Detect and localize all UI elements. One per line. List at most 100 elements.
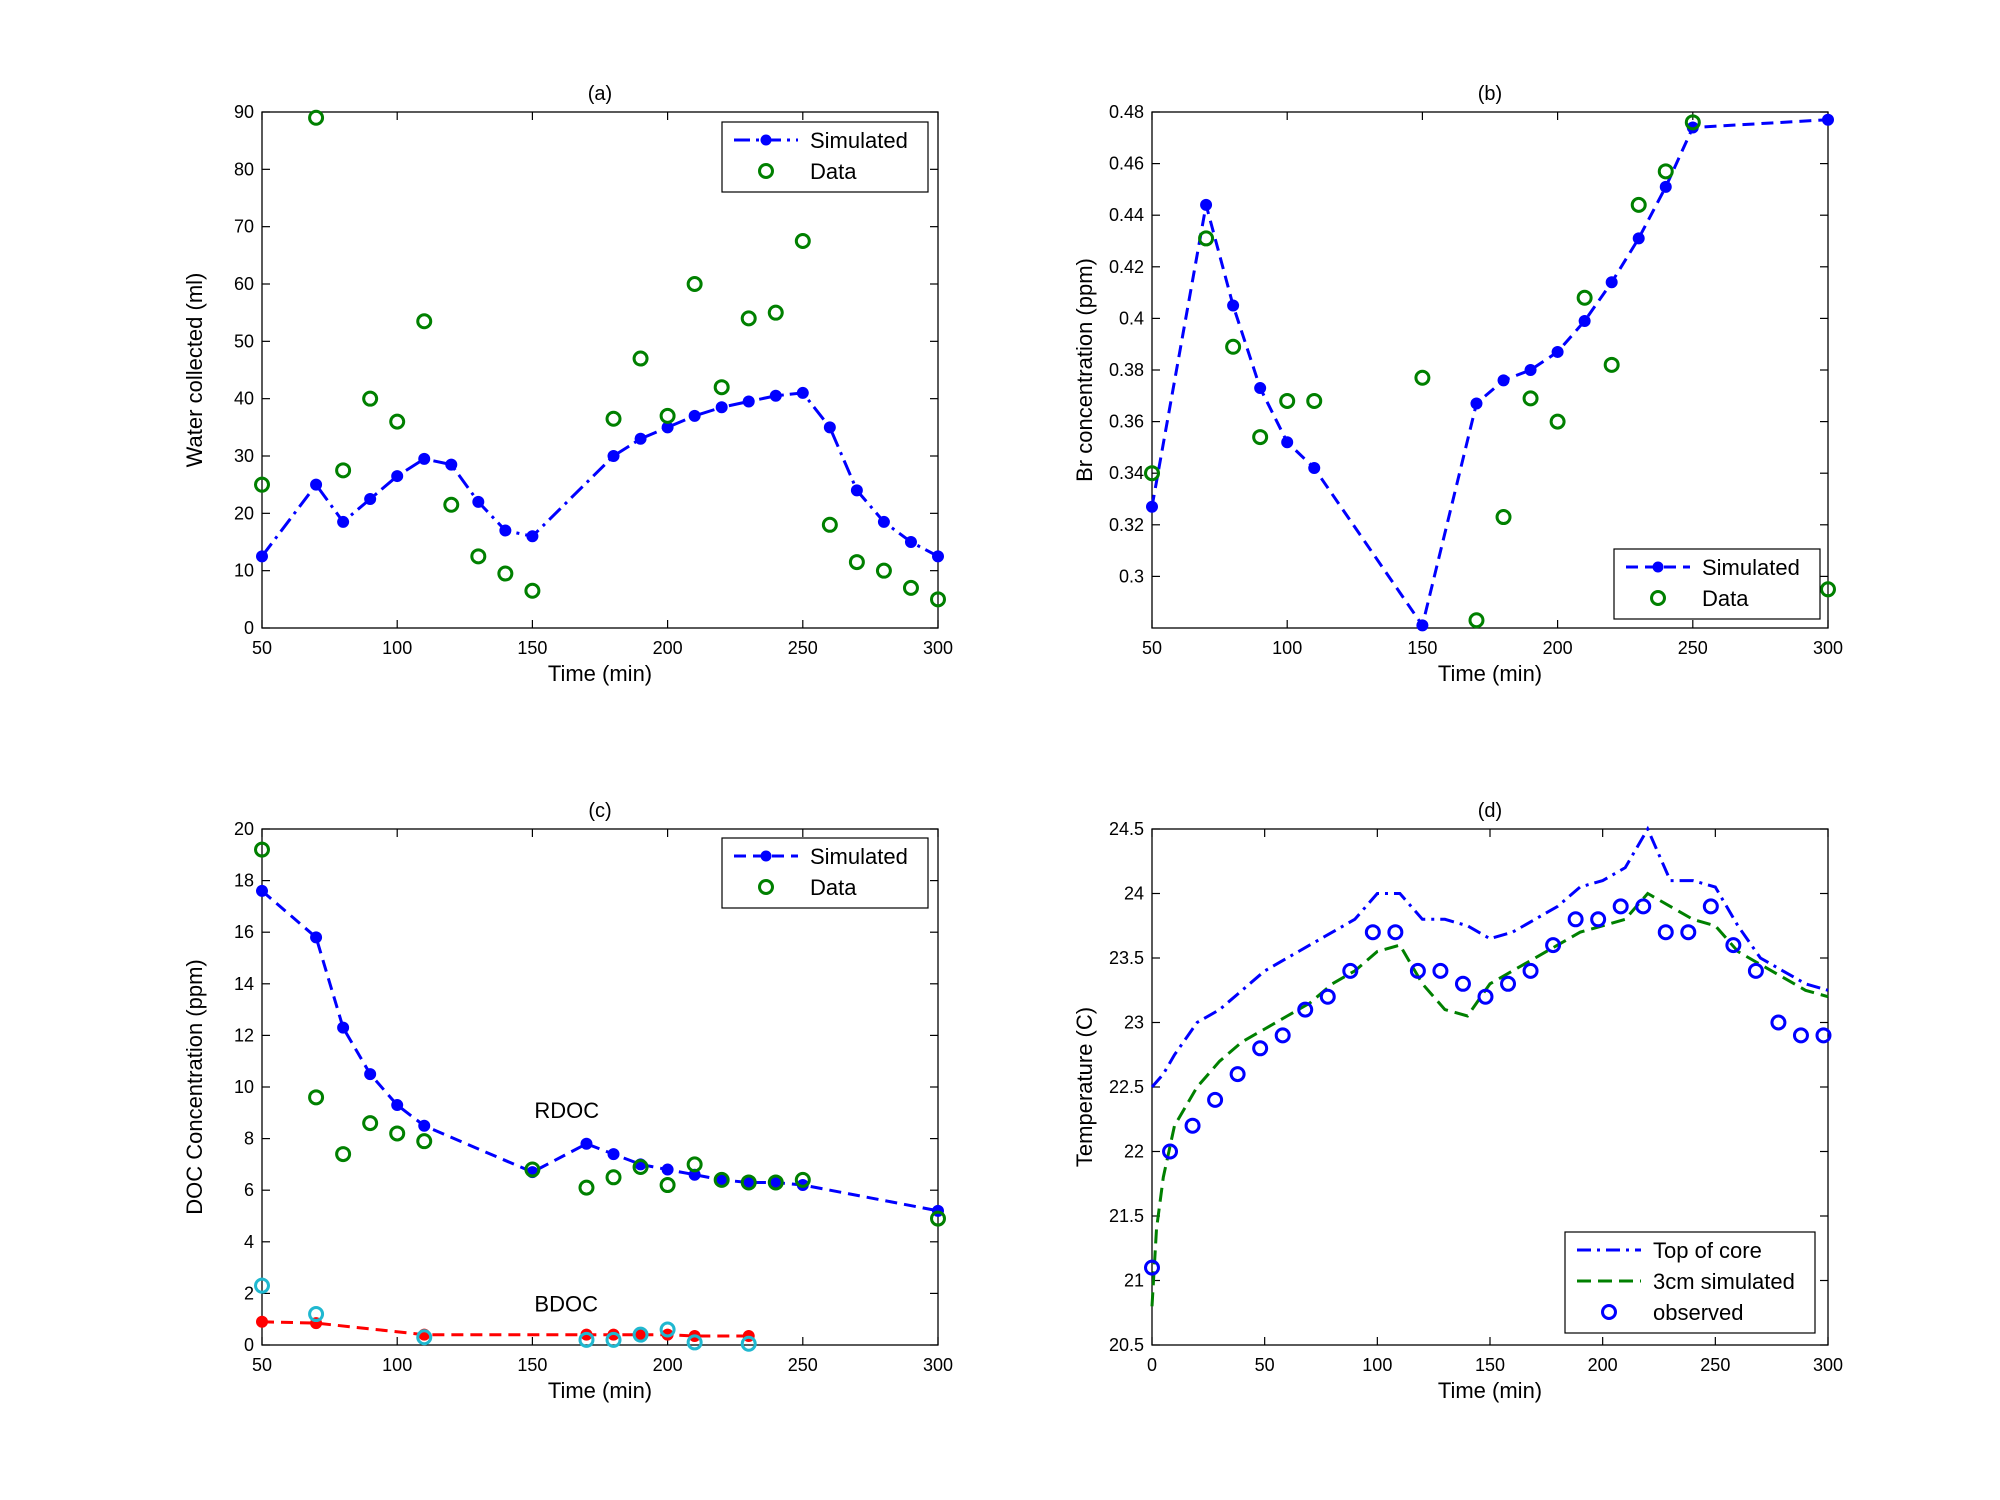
legend-marker-swatch xyxy=(760,850,772,862)
data-point-marker xyxy=(1545,937,1562,954)
data-point-marker xyxy=(686,276,703,292)
legend-marker-swatch xyxy=(1601,1304,1617,1320)
subplot-title: (c) xyxy=(588,800,611,822)
series-data xyxy=(254,109,946,608)
x-axis-label: Time (min) xyxy=(1438,1378,1542,1403)
y-tick-label: 0.32 xyxy=(1109,515,1144,535)
data-point-marker xyxy=(1308,462,1321,475)
data-point-marker xyxy=(497,565,514,582)
data-point-marker xyxy=(1657,924,1674,941)
data-point-marker xyxy=(1468,612,1485,629)
x-tick-label: 200 xyxy=(653,1355,683,1375)
y-tick-label: 0.48 xyxy=(1109,102,1144,122)
data-point-marker xyxy=(1770,1014,1787,1031)
legend: Simulated Data xyxy=(1613,548,1821,620)
data-point-marker xyxy=(1409,962,1426,979)
data-point-marker xyxy=(932,550,944,563)
x-tick-label: 50 xyxy=(252,1355,272,1375)
data-point-marker xyxy=(1207,1091,1224,1108)
subplot-d: (d) 0 50 100 150 200 250 300 20.5 21 21.5 22 22.5 23 2… xyxy=(1072,800,1843,1403)
data-point-marker xyxy=(607,450,620,462)
data-point-marker xyxy=(904,536,917,548)
data-point-marker xyxy=(767,1174,784,1191)
data-point-marker xyxy=(1162,1143,1179,1160)
legend-marker-swatch xyxy=(758,879,774,895)
subplot-grid: (a)50 100 150 200 250 3000102030405060708090T… xyxy=(182,83,1843,1403)
data-point-marker xyxy=(308,109,325,126)
data-point-marker xyxy=(661,1163,674,1176)
data-point-marker xyxy=(607,1148,620,1161)
data-point-marker xyxy=(713,379,730,396)
series-data xyxy=(1144,114,1836,629)
y-tick-label: 0.42 xyxy=(1109,257,1144,277)
data-point-marker xyxy=(1364,924,1381,941)
data-point-marker xyxy=(1274,1027,1291,1044)
x-tick-label: 300 xyxy=(1813,638,1843,658)
data-point-marker xyxy=(1225,338,1242,355)
series-simulated xyxy=(1146,113,1834,632)
data-point-marker xyxy=(1659,180,1672,193)
data-point-marker xyxy=(1576,289,1593,306)
y-axis-label: Water collected (ml) xyxy=(182,273,207,468)
x-tick-label: 100 xyxy=(382,638,412,658)
data-point-marker xyxy=(1590,911,1607,928)
legend-marker-swatch xyxy=(760,134,772,146)
data-point-marker xyxy=(686,1156,703,1173)
data-point-marker xyxy=(1820,581,1836,598)
legend-marker-swatch xyxy=(758,163,774,179)
data-point-marker xyxy=(632,350,649,367)
x-tick-label: 150 xyxy=(1475,1355,1505,1375)
data-point-marker xyxy=(1822,113,1834,126)
y-tick-label: 14 xyxy=(234,974,254,994)
data-point-marker xyxy=(715,401,728,414)
data-point-marker xyxy=(470,548,487,565)
series-unlabeled-3 xyxy=(254,1277,757,1352)
x-axis-label: Time (min) xyxy=(548,1378,652,1403)
x-tick-label: 200 xyxy=(1543,638,1573,658)
y-axis-label: Temperature (C) xyxy=(1072,1007,1097,1167)
data-point-marker xyxy=(337,1021,350,1034)
data-point-marker xyxy=(605,1169,622,1186)
x-tick-label: 250 xyxy=(788,1355,818,1375)
data-point-marker xyxy=(1477,988,1494,1005)
data-point-marker xyxy=(391,470,404,483)
legend-label: Simulated xyxy=(810,128,908,153)
data-point-marker xyxy=(389,413,406,430)
legend-box xyxy=(721,121,929,193)
y-tick-label: 23.5 xyxy=(1109,948,1144,968)
data-point-marker xyxy=(364,1068,377,1081)
data-point-marker xyxy=(256,550,268,563)
data-point-marker xyxy=(1497,374,1510,387)
y-tick-label: 21.5 xyxy=(1109,1206,1144,1226)
data-point-marker xyxy=(418,1119,431,1132)
data-point-marker xyxy=(472,495,485,508)
data-point-marker xyxy=(1500,975,1517,992)
data-point-marker xyxy=(686,1334,703,1351)
data-point-marker xyxy=(1495,509,1512,526)
data-point-marker xyxy=(848,554,865,571)
data-point-marker xyxy=(1630,196,1647,213)
y-tick-label: 20 xyxy=(234,819,254,839)
data-point-marker xyxy=(364,493,377,505)
x-tick-label: 200 xyxy=(653,638,683,658)
data-point-marker xyxy=(256,884,268,897)
data-point-marker xyxy=(850,484,863,497)
y-tick-label: 0 xyxy=(244,618,254,638)
data-point-marker xyxy=(1684,114,1701,131)
data-point-marker xyxy=(416,1329,433,1346)
y-tick-label: 0.46 xyxy=(1109,154,1144,174)
y-tick-label: 12 xyxy=(234,1025,254,1045)
legend-label: Simulated xyxy=(810,844,908,869)
data-point-marker xyxy=(335,1146,352,1163)
data-point-marker xyxy=(1432,962,1449,979)
data-point-marker xyxy=(1198,230,1215,247)
legend-label: Simulated xyxy=(1702,555,1800,580)
x-axis-label: Time (min) xyxy=(548,661,652,686)
y-tick-label: 18 xyxy=(234,871,254,891)
data-point-marker xyxy=(1567,911,1584,928)
data-point-marker xyxy=(740,1335,757,1352)
x-axis-label: Time (min) xyxy=(1438,661,1542,686)
series-line xyxy=(260,391,939,558)
y-tick-label: 10 xyxy=(234,1077,254,1097)
